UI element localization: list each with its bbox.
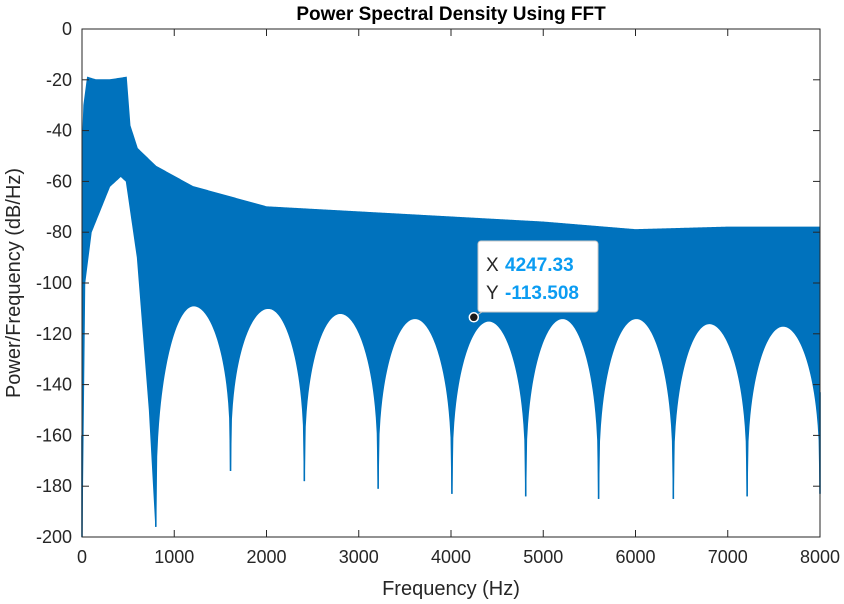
datatip-marker[interactable] [468,312,480,323]
datatip[interactable]: X 4247.33 Y -113.508 [468,240,599,323]
x-tick-label-3: 3000 [339,547,379,567]
x-tick-label-2: 2000 [246,547,286,567]
y-tick-label-10: -200 [36,527,72,547]
x-tick-label-8: 8000 [800,547,840,567]
plot-area [81,76,821,538]
y-tick-label-3: -60 [46,171,72,191]
x-tick-label-7: 7000 [708,547,748,567]
x-tick-label-1: 1000 [154,547,194,567]
x-tick-label-6: 6000 [615,547,655,567]
x-tick-label-4: 4000 [431,547,471,567]
y-tick-label-1: -20 [46,70,72,90]
datatip-y-label: Y [486,283,499,304]
x-axis: 0 1000 2000 3000 4000 5000 6000 7000 8000 [77,29,840,567]
y-tick-label-2: -40 [46,121,72,141]
y-tick-label-0: 0 [62,19,72,39]
y-tick-label-8: -160 [36,425,72,445]
y-tick-label-6: -120 [36,324,72,344]
y-tick-label-4: -80 [46,222,72,242]
y-tick-label-5: -100 [36,273,72,293]
datatip-box [477,240,599,313]
y-tick-label-7: -140 [36,375,72,395]
chart-title: Power Spectral Density Using FFT [296,4,606,25]
psd-spectrum-area [81,76,821,538]
datatip-x-label: X [486,255,499,276]
datatip-x-value: 4247.33 [505,255,574,276]
y-axis: 0 -20 -40 -60 -80 -100 -120 -140 -160 -180 -200 [36,19,820,547]
x-tick-label-5: 5000 [523,547,563,567]
y-axis-label: Power/Frequency (dB/Hz) [3,168,25,398]
x-axis-label: Frequency (Hz) [382,578,520,600]
x-tick-label-0: 0 [77,547,87,567]
datatip-y-value: -113.508 [505,283,579,304]
y-tick-label-9: -180 [36,476,72,496]
